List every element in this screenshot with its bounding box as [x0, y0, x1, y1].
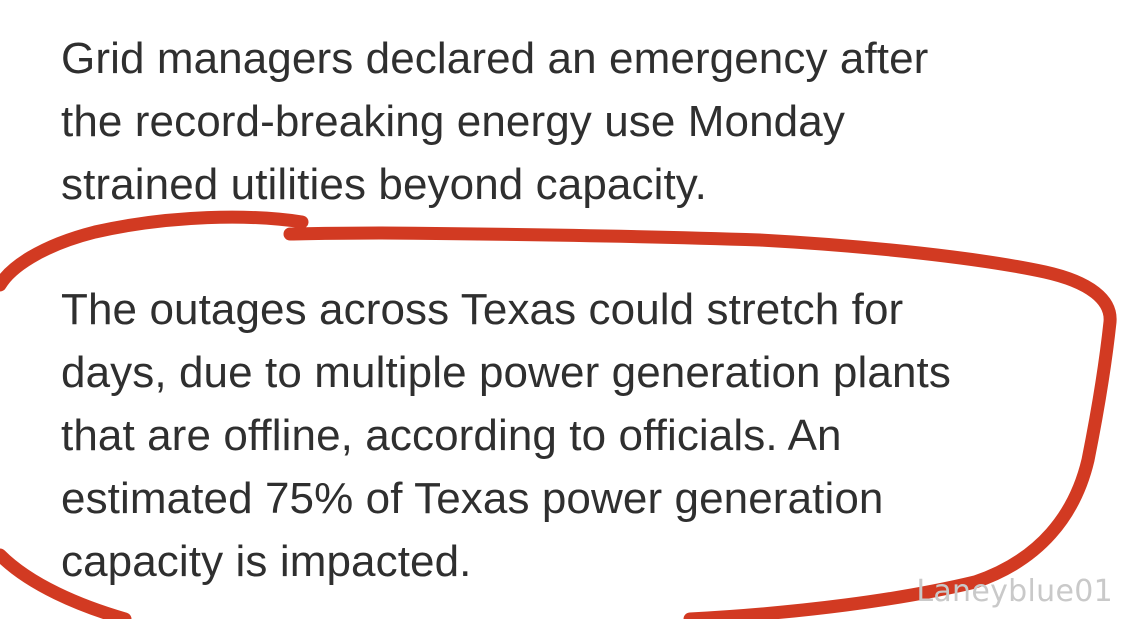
- paragraph-line: The outages across Texas could stretch f…: [61, 285, 904, 334]
- article-paragraph-2: The outages across Texas could stretch f…: [61, 278, 1061, 593]
- paragraph-line: Grid managers declared an emergency afte…: [61, 34, 929, 83]
- paragraph-line: that are offline, according to officials…: [61, 411, 842, 460]
- paragraph-line: strained utilities beyond capacity.: [61, 160, 707, 209]
- paragraph-line: the record-breaking energy use Monday: [61, 97, 845, 146]
- paragraph-line: capacity is impacted.: [61, 537, 472, 586]
- paragraph-line: days, due to multiple power generation p…: [61, 348, 951, 397]
- watermark: Laneyblue01: [916, 574, 1113, 609]
- paragraph-line: estimated 75% of Texas power generation: [61, 474, 884, 523]
- article-paragraph-1: Grid managers declared an emergency afte…: [61, 27, 1061, 216]
